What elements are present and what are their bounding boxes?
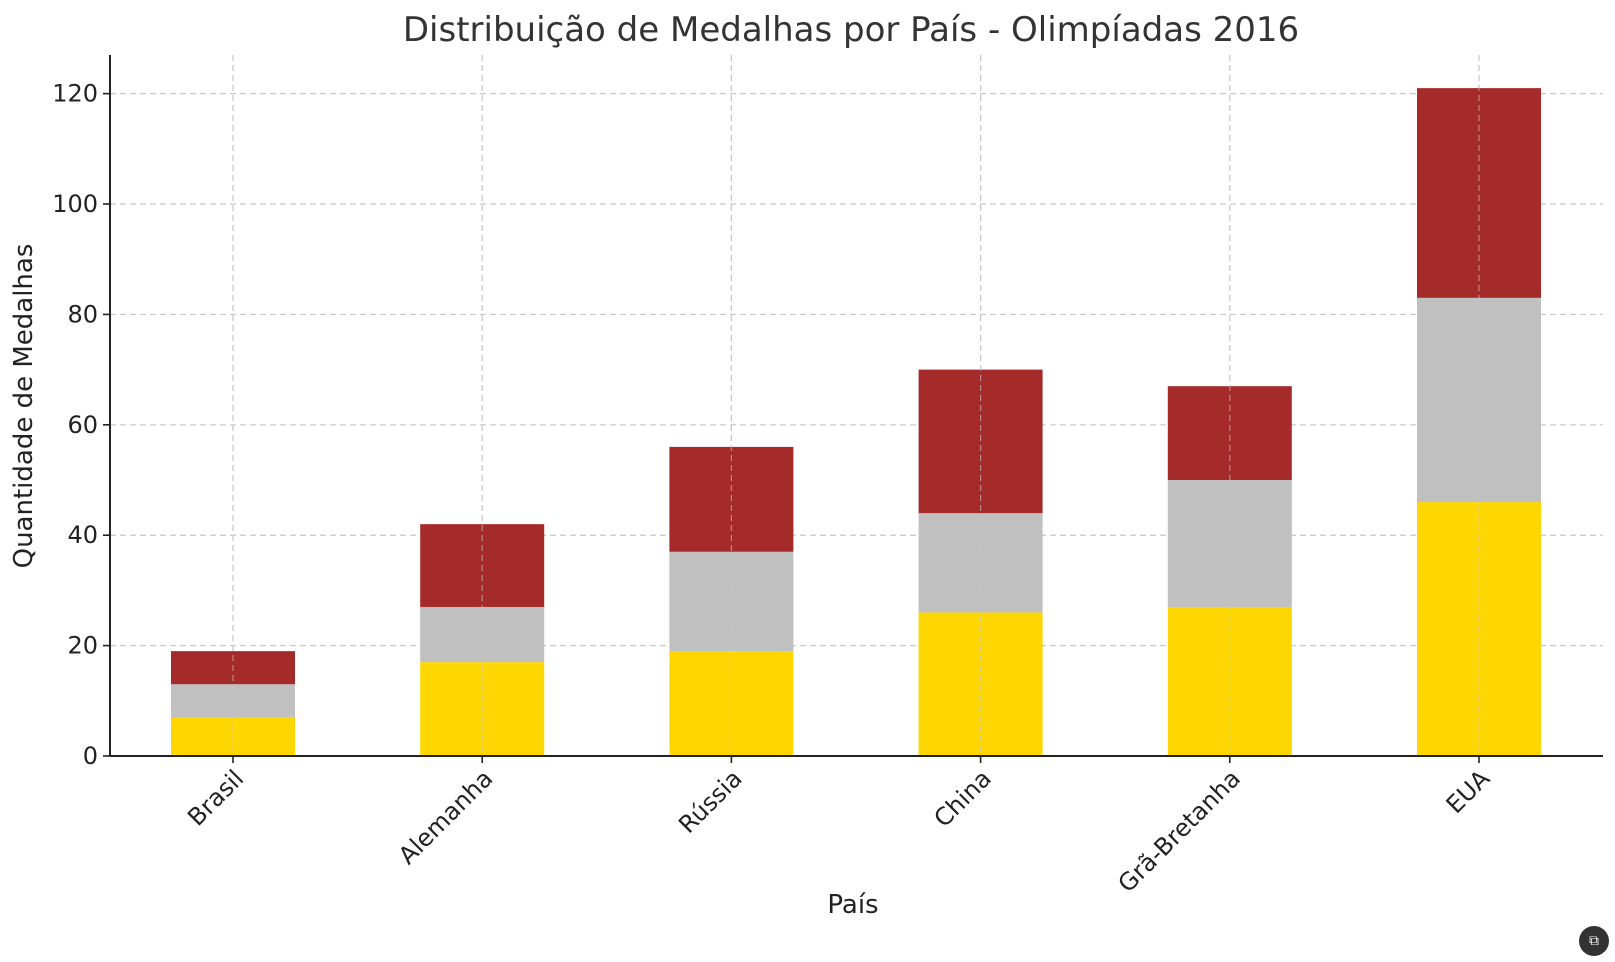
bar-china-segment-2: [918, 369, 1043, 514]
x-tick-label-4: Grã-Bretanha: [1113, 764, 1246, 897]
grid-lines: [110, 55, 1603, 756]
y-axis-label: Quantidade de Medalhas: [9, 244, 39, 569]
bar-eua-segment-2: [1417, 88, 1541, 298]
screenshot-icon[interactable]: ⧉: [1579, 926, 1609, 956]
y-tick-label-6: 120: [52, 80, 98, 108]
x-axis-label: País: [827, 890, 878, 920]
x-tick-label-2: Rússia: [673, 764, 747, 838]
y-tick-label-2: 40: [67, 521, 98, 549]
x-tick-label-5: EUA: [1441, 764, 1496, 819]
y-tick-label-1: 20: [67, 632, 98, 660]
x-tick-label-1: Alemanha: [393, 764, 498, 869]
bar-china-segment-0: [918, 612, 1043, 756]
bar-gr-bretanha-segment-0: [1167, 606, 1292, 756]
x-ticks: Brasil Alemanha Rússia China Grã-Bretanha EUA: [182, 756, 1496, 898]
y-tick-label-4: 80: [67, 300, 98, 328]
x-tick-label-3: China: [929, 764, 997, 832]
x-tick-label-0: Brasil: [182, 764, 249, 831]
axes: [109, 55, 1603, 757]
y-tick-label-3: 60: [67, 411, 98, 439]
bar-gr-bretanha-segment-2: [1167, 386, 1292, 481]
bars: [171, 55, 1541, 756]
y-tick-label-5: 100: [52, 190, 98, 218]
y-ticks: 0 20 40 60 80 100 120: [52, 80, 110, 770]
y-tick-label-0: 0: [83, 742, 98, 770]
chart-title: Distribuição de Medalhas por País - Olim…: [403, 10, 1299, 50]
